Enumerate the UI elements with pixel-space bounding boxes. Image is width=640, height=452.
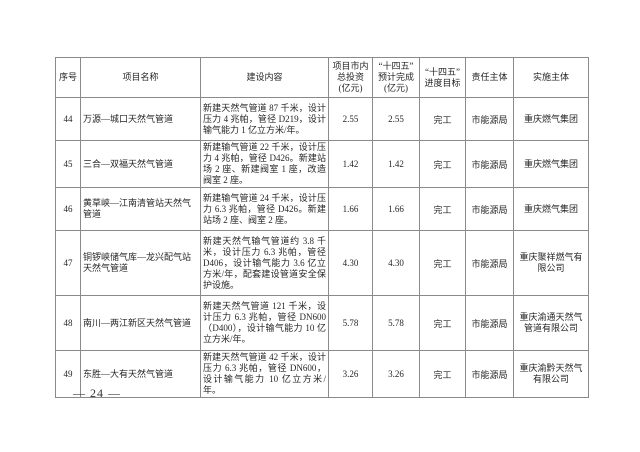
cell-serial-number: 45 [55, 140, 81, 188]
cell-serial-number: 44 [55, 97, 81, 141]
cell-project-name: 黄草峡—江南清管站天然气管道 [80, 187, 201, 231]
header-responsible-entity: 责任主体 [465, 57, 514, 98]
cell-expected-completion: 5.78 [372, 295, 420, 351]
table-row: 48 南川—两江新区天然气管道 新建天然气管道 121 千米，设计压力 6.3 … [55, 295, 589, 351]
cell-progress-target: 完工 [419, 295, 466, 351]
table-row: 44 万源—城口天然气管道 新建天然气管道 87 千米，设计压力 4 兆帕，管径… [55, 97, 589, 141]
header-total-investment: 项目市内 总投资 (亿元) [328, 57, 373, 98]
table-header-row: 序号 项目名称 建设内容 项目市内 总投资 (亿元) “十四五” 预计完成 (亿… [55, 57, 589, 98]
cell-serial-number: 48 [55, 295, 81, 351]
cell-implementing-entity: 重庆渝通天然气管道有限公司 [513, 295, 589, 351]
header-construction-content: 建设内容 [200, 57, 329, 98]
cell-project-name: 铜锣峡储气库—龙兴配气站天然气管道 [80, 230, 201, 296]
cell-construction-content: 新建天然气管道 121 千米，设计压力 6.3 兆帕，管径 DN600（D400… [200, 295, 329, 351]
cell-total-investment: 1.66 [328, 187, 373, 231]
header-project-name: 项目名称 [80, 57, 201, 98]
cell-construction-content: 新建输气管道 22 千米，设计压力 4 兆帕，管径 D426。新建站场 2 座、… [200, 140, 329, 188]
header-implementing-entity: 实施主体 [513, 57, 589, 98]
cell-implementing-entity: 重庆渝黔天然气有限公司 [513, 350, 589, 398]
table-row: 49 东胜—大有天然气管道 新建天然气管道 42 千米，设计压力 6.3 兆帕，… [55, 350, 589, 398]
cell-expected-completion: 3.26 [372, 350, 420, 398]
cell-construction-content: 新建天然气管道 87 千米，设计压力 4 兆帕，管径 D219，设计输气能力 1… [200, 97, 329, 141]
cell-responsible-entity: 市能源局 [465, 140, 514, 188]
projects-table: 序号 项目名称 建设内容 项目市内 总投资 (亿元) “十四五” 预计完成 (亿… [55, 57, 589, 398]
cell-expected-completion: 4.30 [372, 230, 420, 296]
cell-total-investment: 2.55 [328, 97, 373, 141]
cell-progress-target: 完工 [419, 350, 466, 398]
cell-expected-completion: 2.55 [372, 97, 420, 141]
cell-progress-target: 完工 [419, 187, 466, 231]
cell-total-investment: 3.26 [328, 350, 373, 398]
header-expected-completion: “十四五” 预计完成 (亿元) [372, 57, 420, 98]
cell-construction-content: 新建输气管道 24 千米，设计压力 6.3 兆帕，管径 D426。新建站场 2 … [200, 187, 329, 231]
cell-progress-target: 完工 [419, 97, 466, 141]
header-progress-target: “十四五” 进度目标 [419, 57, 466, 98]
cell-implementing-entity: 重庆聚祥燃气有限公司 [513, 230, 589, 296]
header-serial-number: 序号 [55, 57, 81, 98]
cell-implementing-entity: 重庆燃气集团 [513, 140, 589, 188]
cell-expected-completion: 1.42 [372, 140, 420, 188]
cell-responsible-entity: 市能源局 [465, 350, 514, 398]
cell-project-name: 南川—两江新区天然气管道 [80, 295, 201, 351]
cell-project-name: 三合—双福天然气管道 [80, 140, 201, 188]
cell-implementing-entity: 重庆燃气集团 [513, 187, 589, 231]
cell-progress-target: 完工 [419, 230, 466, 296]
cell-serial-number: 49 [55, 350, 81, 398]
cell-responsible-entity: 市能源局 [465, 295, 514, 351]
cell-implementing-entity: 重庆燃气集团 [513, 97, 589, 141]
cell-responsible-entity: 市能源局 [465, 97, 514, 141]
table-row: 47 铜锣峡储气库—龙兴配气站天然气管道 新建天然气输气管道约 3.8 千米，设… [55, 230, 589, 296]
table-row: 45 三合—双福天然气管道 新建输气管道 22 千米，设计压力 4 兆帕，管径 … [55, 140, 589, 188]
cell-progress-target: 完工 [419, 140, 466, 188]
cell-total-investment: 4.30 [328, 230, 373, 296]
cell-total-investment: 1.42 [328, 140, 373, 188]
page-number: — 24 — [73, 386, 121, 400]
cell-total-investment: 5.78 [328, 295, 373, 351]
cell-serial-number: 46 [55, 187, 81, 231]
cell-responsible-entity: 市能源局 [465, 230, 514, 296]
cell-serial-number: 47 [55, 230, 81, 296]
cell-project-name: 万源—城口天然气管道 [80, 97, 201, 141]
cell-construction-content: 新建天然气管道 42 千米，设计压力 6.3 兆帕，管径 DN600，设计输气能… [200, 350, 329, 398]
cell-responsible-entity: 市能源局 [465, 187, 514, 231]
table-row: 46 黄草峡—江南清管站天然气管道 新建输气管道 24 千米，设计压力 6.3 … [55, 187, 589, 231]
cell-expected-completion: 1.66 [372, 187, 420, 231]
cell-construction-content: 新建天然气输气管道约 3.8 千米，设计压力 6.3 兆帕，管径 D406，设计… [200, 230, 329, 296]
